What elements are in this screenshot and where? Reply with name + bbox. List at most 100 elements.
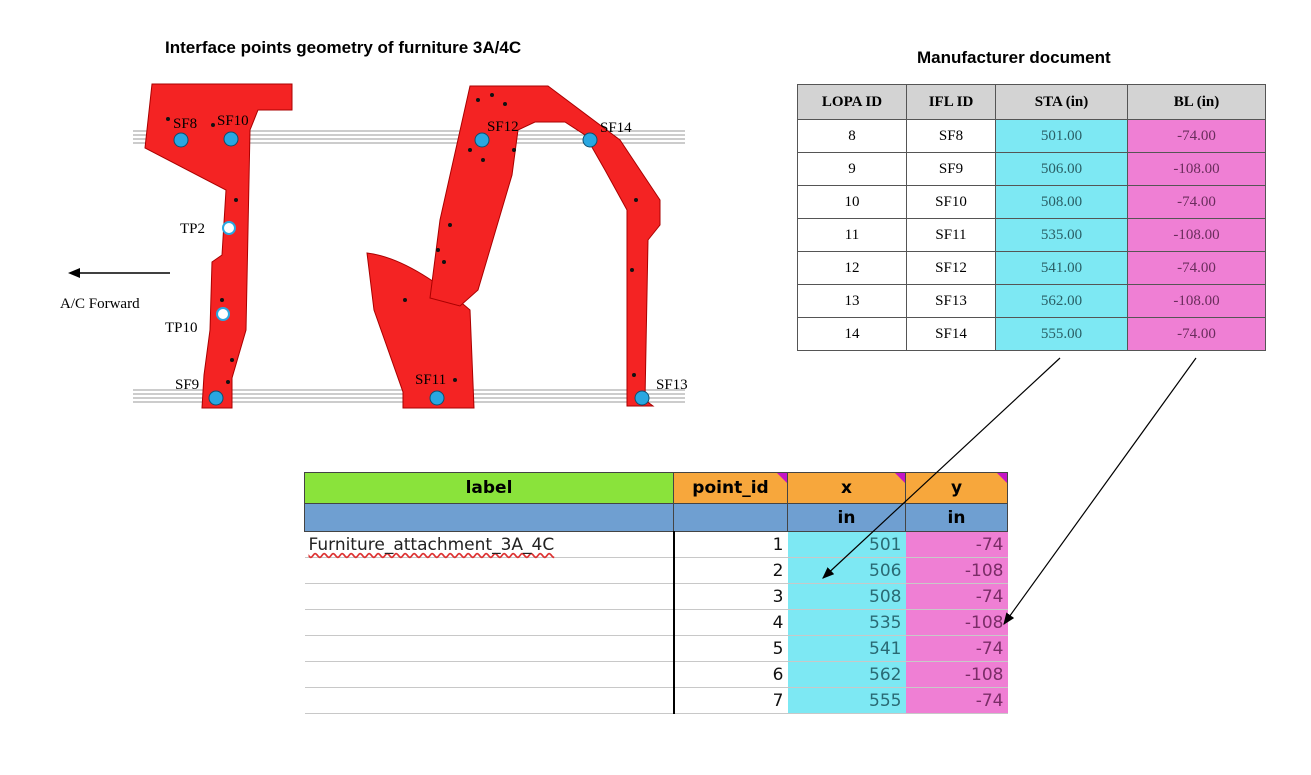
sheet-unit-label[interactable] [304,503,674,532]
sheet-header-label[interactable]: label [304,472,674,504]
bl-cell: -108.00 [1127,218,1266,252]
table-row: 2 506 -108 [304,557,1008,584]
bl-cell: -108.00 [1127,152,1266,186]
table-row: 3 508 -74 [304,583,1008,610]
point-label-sf14: SF14 [600,120,632,136]
point-label-sf9: SF9 [175,377,199,393]
table-row: 6 562 -108 [304,661,1008,688]
doc-table-row: 8 SF8 501.00 -74.00 [797,119,1266,153]
x-cell[interactable]: 555 [787,687,906,714]
comment-marker [895,473,905,483]
sheet-header-point-id[interactable]: point_id [673,472,788,504]
y-cell[interactable]: -74 [905,583,1008,610]
sheet-header-x-text: x [841,478,852,498]
x-cell[interactable]: 501 [787,531,906,558]
label-cell[interactable] [304,583,674,610]
point-id-cell[interactable]: 6 [672,661,788,688]
upper-rail [133,130,685,144]
sheet-unit-point-id[interactable] [673,503,788,532]
left-furniture-part [144,83,293,409]
doc-table-row: 11 SF11 535.00 -108.00 [797,218,1266,252]
sheet-header-y[interactable]: y [905,472,1008,504]
point-id-cell[interactable]: 1 [672,531,788,558]
column-header-bl: BL (in) [1127,84,1266,120]
sta-cell: 506.00 [995,152,1128,186]
point-label-sf12: SF12 [487,119,519,135]
label-cell[interactable] [304,557,674,584]
y-cell[interactable]: -108 [905,661,1008,688]
sta-cell: 562.00 [995,284,1128,318]
y-cell[interactable]: -74 [905,531,1008,558]
column-header-ifl-id: IFL ID [906,84,996,120]
y-cell[interactable]: -108 [905,557,1008,584]
table-row: Furniture_attachment_3A_4C 1 501 -74 [304,531,1008,558]
spreadsheet: label point_id x y in in Furniture_attac… [304,472,1008,714]
ifl-id-cell: SF11 [906,218,996,252]
y-cell[interactable]: -108 [905,609,1008,636]
geometry-title: Interface points geometry of furniture 3… [165,38,522,57]
lopa-id-cell: 11 [797,218,907,252]
direction-label: A/C Forward [60,296,140,312]
bl-cell: -74.00 [1127,251,1266,285]
comment-marker [997,473,1007,483]
label-text: Furniture_attachment_3A_4C [308,534,555,555]
x-cell[interactable]: 535 [787,609,906,636]
bl-to-y-arrow [1003,357,1197,625]
x-cell[interactable]: 506 [787,557,906,584]
lopa-id-cell: 12 [797,251,907,285]
bl-cell: -74.00 [1127,119,1266,153]
x-cell[interactable]: 508 [787,583,906,610]
table-row: 4 535 -108 [304,609,1008,636]
y-cell[interactable]: -74 [905,635,1008,662]
ifl-id-cell: SF12 [906,251,996,285]
sheet-unit-x[interactable]: in [787,503,906,532]
label-cell[interactable] [304,687,674,714]
right-frame-furniture-part [429,85,661,407]
ifl-id-cell: SF10 [906,185,996,219]
ifl-id-cell: SF14 [906,317,996,351]
sheet-header-x[interactable]: x [787,472,906,504]
sheet-unit-y[interactable]: in [905,503,1008,532]
point-label-sf11: SF11 [415,372,446,388]
point-id-cell[interactable]: 5 [672,635,788,662]
doc-table-row: 12 SF12 541.00 -74.00 [797,251,1266,285]
point-label-sf8: SF8 [173,116,197,132]
label-cell[interactable] [304,609,674,636]
drill-holes [166,93,638,384]
point-id-cell[interactable]: 3 [672,583,788,610]
bl-cell: -74.00 [1127,317,1266,351]
table-row: 5 541 -74 [304,635,1008,662]
point-label-tp10: TP10 [165,320,198,336]
sta-cell: 541.00 [995,251,1128,285]
point-id-cell[interactable]: 7 [672,687,788,714]
x-cell[interactable]: 541 [787,635,906,662]
sta-cell: 535.00 [995,218,1128,252]
document-title: Manufacturer document [917,48,1111,67]
furniture-geometry-drawing: SF8 SF10 TP2 TP10 SF9 SF11 SF12 SF14 SF1… [60,83,688,409]
doc-table-row: 10 SF10 508.00 -74.00 [797,185,1266,219]
point-label-tp2: TP2 [180,221,205,237]
x-cell[interactable]: 562 [787,661,906,688]
point-id-cell[interactable]: 2 [672,557,788,584]
ifl-id-cell: SF13 [906,284,996,318]
ifl-id-cell: SF9 [906,152,996,186]
manufacturer-document-table: LOPA ID IFL ID STA (in) BL (in) 8 SF8 501.… [797,84,1266,351]
label-cell[interactable]: Furniture_attachment_3A_4C [304,531,674,558]
y-cell[interactable]: -74 [905,687,1008,714]
lopa-id-cell: 10 [797,185,907,219]
sheet-header-point-id-text: point_id [692,478,769,498]
sta-cell: 501.00 [995,119,1128,153]
sta-cell: 555.00 [995,317,1128,351]
bl-cell: -108.00 [1127,284,1266,318]
point-label-sf13: SF13 [656,377,688,393]
label-cell[interactable] [304,635,674,662]
point-id-cell[interactable]: 4 [672,609,788,636]
bl-cell: -74.00 [1127,185,1266,219]
column-header-lopa-id: LOPA ID [797,84,907,120]
doc-table-row: 14 SF14 555.00 -74.00 [797,317,1266,351]
lopa-id-cell: 9 [797,152,907,186]
column-header-sta: STA (in) [995,84,1128,120]
point-label-sf10: SF10 [217,113,249,129]
label-cell[interactable] [304,661,674,688]
lopa-id-cell: 8 [797,119,907,153]
